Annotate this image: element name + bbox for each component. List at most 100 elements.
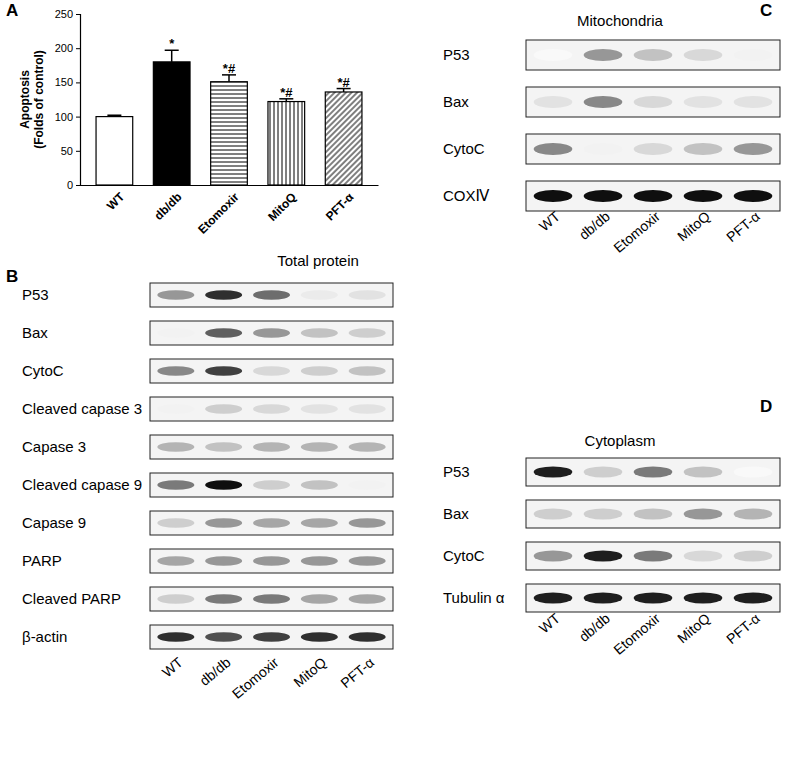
lane-label: MitoQ — [290, 654, 329, 690]
band — [253, 404, 290, 414]
band — [584, 592, 623, 603]
band — [253, 556, 290, 566]
row-label: Cleaved PARP — [22, 590, 121, 607]
y-axis-title-line: Apoptosis — [18, 70, 32, 129]
band — [349, 404, 386, 414]
band — [205, 404, 242, 414]
bar — [211, 82, 248, 185]
y-axis-line — [76, 15, 81, 186]
plot-area — [96, 50, 362, 185]
blot-title: Total protein — [277, 252, 359, 269]
row-label: Capase 3 — [22, 438, 86, 455]
band — [534, 466, 573, 477]
panel-label: B — [6, 267, 18, 286]
band — [534, 143, 573, 155]
band — [205, 480, 242, 490]
band — [684, 49, 723, 61]
band — [205, 442, 242, 452]
band — [349, 366, 386, 376]
band — [301, 632, 338, 642]
row-label: CytoC — [22, 362, 64, 379]
y-tick: 150 — [55, 76, 80, 88]
row-label: Bax — [443, 93, 469, 110]
annotation: *# — [337, 75, 350, 90]
band — [684, 96, 723, 108]
lane-label: db/db — [576, 610, 613, 645]
x-tick: MitoQ — [265, 185, 299, 224]
band — [634, 190, 673, 202]
band — [634, 96, 673, 108]
y-tick: 250 — [55, 8, 80, 20]
band — [205, 556, 242, 566]
blot-strip — [150, 321, 393, 345]
band — [634, 143, 673, 155]
blot-strip — [526, 584, 780, 612]
error-bar-line — [228, 75, 230, 82]
blot-strip — [526, 500, 780, 528]
band — [734, 49, 773, 61]
band — [253, 328, 290, 338]
band — [157, 328, 194, 338]
lane-label: PFT-α — [723, 208, 763, 245]
band — [301, 290, 338, 300]
blot-panel: CMitochondriaP53BaxCytoCCOXⅣWTdb/dbEtomo… — [443, 1, 780, 256]
band — [301, 518, 338, 528]
band — [205, 366, 242, 376]
lane-label: Etomoxir — [229, 654, 282, 702]
band — [584, 508, 623, 519]
band — [253, 480, 290, 490]
blot-strip — [526, 134, 780, 164]
annotation: *# — [223, 61, 236, 76]
band — [734, 466, 773, 477]
band — [584, 49, 623, 61]
bar — [268, 102, 305, 185]
row-label: Cleaved capase 3 — [22, 400, 142, 417]
band — [205, 632, 242, 642]
band — [584, 550, 623, 561]
band — [684, 190, 723, 202]
blot-strip — [150, 587, 393, 611]
y-tick-mark — [76, 117, 80, 118]
band — [534, 508, 573, 519]
band — [253, 442, 290, 452]
row-label: COXⅣ — [443, 187, 490, 204]
band — [253, 366, 290, 376]
band — [157, 290, 194, 300]
band — [734, 550, 773, 561]
panel-label: D — [760, 397, 772, 416]
blot-strip — [526, 181, 780, 211]
x-tick: db/db — [151, 185, 184, 223]
y-tick-mark — [76, 185, 80, 186]
blot-panel: DCytoplasmP53BaxCytoCTubulin αWTdb/dbEto… — [443, 397, 780, 658]
blot-strip — [526, 40, 780, 70]
lane-label: Etomoxir — [610, 610, 663, 658]
lane-label: WT — [536, 610, 563, 637]
y-tick: 100 — [55, 111, 80, 123]
band — [734, 96, 773, 108]
band — [584, 143, 623, 155]
y-tick-label: 250 — [55, 8, 73, 20]
band — [157, 632, 194, 642]
band — [584, 190, 623, 202]
y-tick: 0 — [67, 179, 80, 191]
band — [205, 594, 242, 604]
band — [157, 480, 194, 490]
band — [634, 508, 673, 519]
band — [584, 466, 623, 477]
figure: A**#*#*#050100150200250WTdb/dbEtomoxirMi… — [0, 0, 787, 767]
x-tick: Etomoxir — [195, 185, 242, 237]
band — [157, 404, 194, 414]
band — [301, 442, 338, 452]
x-tick: PFT-α — [323, 185, 357, 223]
error-bar-line — [171, 50, 173, 62]
lane-label: MitoQ — [674, 208, 713, 244]
band — [734, 508, 773, 519]
band — [205, 290, 242, 300]
band — [534, 592, 573, 603]
band — [301, 480, 338, 490]
blot-strip — [150, 435, 393, 459]
lane-label: WT — [536, 208, 563, 235]
band — [349, 594, 386, 604]
row-label: Bax — [22, 324, 48, 341]
y-tick-label: 200 — [55, 42, 73, 54]
